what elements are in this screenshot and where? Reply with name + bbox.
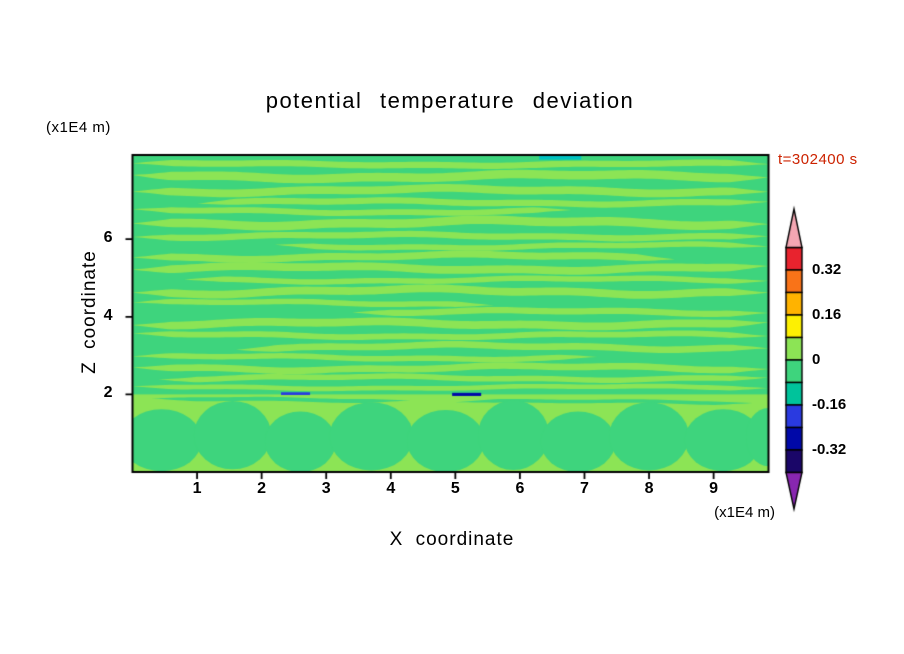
x-tick-label: 4	[386, 480, 396, 497]
colorbar-tick-label: 0.32	[812, 261, 842, 278]
time-label: t=302400 s	[778, 151, 858, 168]
z-tick-label: 6	[103, 229, 113, 247]
x-tick-label: 5	[450, 480, 460, 497]
x-axis-title: X coordinate	[389, 529, 515, 550]
x-tick-label: 7	[580, 480, 589, 497]
colorbar-tick-label: -0.32	[812, 441, 847, 458]
colorbar-tick-label: 0.16	[812, 306, 842, 323]
x-tick-label: 8	[644, 480, 654, 497]
x-tick-label: 1	[192, 480, 202, 497]
colorbar-tick-label: -0.16	[812, 396, 847, 413]
z-axis-unit-label: (x1E4 m)	[46, 119, 111, 136]
z-tick-label: 2	[103, 384, 113, 402]
x-tick-label: 6	[515, 480, 525, 497]
x-axis-unit-label: (x1E4 m)	[714, 504, 775, 521]
x-tick-label: 2	[257, 480, 267, 497]
z-tick-label: 4	[103, 306, 113, 324]
x-tick-label: 3	[321, 480, 331, 497]
x-tick-label: 9	[709, 480, 719, 497]
chart-title: potential temperature deviation	[265, 88, 635, 113]
colorbar-tick-label: 0	[812, 351, 821, 368]
